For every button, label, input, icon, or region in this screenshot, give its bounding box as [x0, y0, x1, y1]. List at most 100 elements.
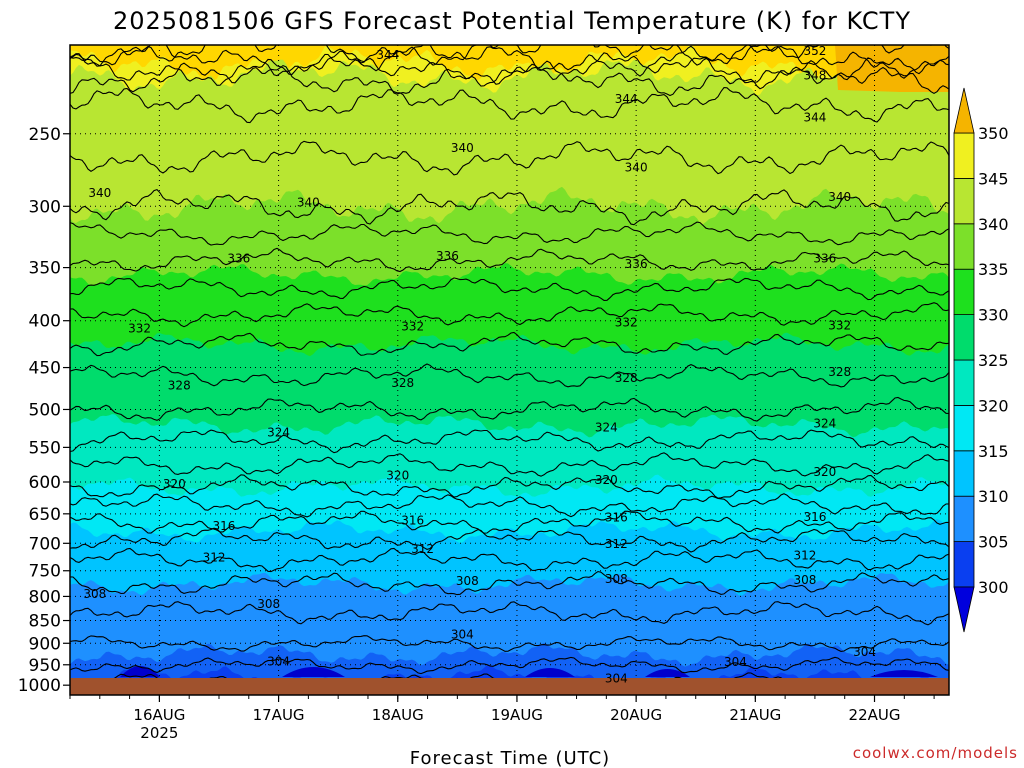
x-tick-label: 21AUG [729, 706, 781, 724]
contour-line [70, 140, 949, 176]
contour-label: 308 [605, 572, 628, 586]
contour-label: 304 [605, 671, 628, 685]
fill-band [870, 670, 938, 677]
contour-label: 308 [257, 597, 280, 611]
colorbar-tick-label: 320 [978, 396, 1009, 415]
contour-line [70, 571, 949, 596]
contour-label: 348 [803, 69, 826, 83]
colorbar-segment [953, 268, 975, 316]
x-tick-year: 2025 [140, 724, 178, 742]
colorbar-tick-label: 340 [978, 215, 1009, 234]
contour-label: 304 [853, 645, 876, 659]
plot-frame [69, 44, 950, 696]
x-tick-label: 22AUG [849, 706, 901, 724]
contour-label: 320 [813, 465, 836, 479]
colorbar-tick-label: 315 [978, 442, 1009, 461]
contour-label: 328 [168, 379, 191, 393]
contour-line [70, 527, 949, 553]
colorbar-segment [953, 541, 975, 588]
contour-label: 320 [595, 473, 618, 487]
contour-label: 336 [813, 251, 836, 265]
contour-label: 316 [401, 514, 424, 528]
contour-line [70, 60, 949, 97]
contour-label: 328 [828, 365, 851, 379]
fill-band [645, 669, 690, 677]
contour-line [70, 493, 949, 518]
contour-label: 308 [456, 574, 479, 588]
x-tick-label: 17AUG [253, 706, 305, 724]
colorbar-segment [953, 359, 975, 406]
colorbar-segment [953, 450, 975, 497]
contour-line [70, 547, 949, 573]
contour-line [70, 221, 949, 246]
contour-label: 324 [267, 426, 290, 440]
y-tick-label: 300 [29, 197, 61, 217]
contour-label: 352 [803, 44, 826, 58]
x-axis-label: Forecast Time (UTC) [410, 748, 610, 768]
contour-label: 332 [615, 316, 638, 330]
contour-label: 312 [794, 549, 817, 563]
contour-line [70, 50, 949, 87]
contour-label: 344 [376, 48, 399, 62]
theta-color-fill [70, 45, 949, 695]
contour-label: 304 [724, 655, 747, 669]
grid-lines [70, 45, 949, 695]
contour-line [70, 510, 949, 534]
contour-label: 308 [794, 573, 817, 587]
colorbar-segment [953, 495, 975, 543]
colorbar-segment [953, 132, 975, 179]
x-tick-label: 16AUG [133, 706, 185, 724]
contour-line [70, 302, 949, 328]
contour-line [70, 452, 949, 477]
contour-line [70, 635, 949, 652]
y-tick-label: 500 [29, 400, 61, 420]
y-tick-label: 850 [29, 612, 61, 632]
contour-label: 324 [813, 417, 836, 431]
contour-label: 328 [615, 371, 638, 385]
fill-band [525, 668, 575, 677]
contour-line [70, 87, 949, 124]
y-tick-label: 750 [29, 562, 61, 582]
contour-label: 312 [411, 542, 434, 556]
colorbar-tick-label: 310 [978, 487, 1009, 506]
contour-line [70, 396, 949, 422]
contour-label: 332 [401, 320, 424, 334]
colorbar-extend-low [953, 586, 975, 633]
contour-label: 336 [227, 251, 250, 265]
contour-label: 320 [163, 477, 186, 491]
colorbar-tick-label: 305 [978, 533, 1009, 552]
contour-label: 316 [803, 510, 826, 524]
x-tick-label: 18AUG [372, 706, 424, 724]
contour-line [70, 601, 949, 626]
y-tick-label: 1000 [18, 676, 61, 696]
y-tick-label: 400 [29, 312, 61, 332]
contour-label: 308 [83, 587, 106, 601]
contour-label: 312 [605, 537, 628, 551]
x-tick-label: 20AUG [610, 706, 662, 724]
colorbar-segment [953, 223, 975, 270]
colorbar-segment [953, 177, 975, 225]
y-tick-label: 800 [29, 587, 61, 607]
contour-label: 316 [212, 519, 235, 533]
contour-line [70, 188, 949, 226]
contour-label: 320 [386, 468, 409, 482]
contour-label: 316 [605, 510, 628, 524]
colorbar-segment [953, 314, 975, 361]
y-tick-label: 900 [29, 634, 61, 654]
contour-line [70, 656, 949, 675]
contour-label: 340 [625, 160, 648, 174]
y-tick-label: 650 [29, 505, 61, 525]
y-tick-label: 950 [29, 656, 61, 676]
contour-label: 344 [803, 111, 826, 125]
x-tick-label: 19AUG [491, 706, 543, 724]
contour-label: 324 [595, 420, 618, 434]
contour-line [70, 429, 949, 454]
ground-strip [70, 678, 949, 695]
contour-label: 312 [203, 550, 226, 564]
colorbar-tick-label: 345 [978, 169, 1009, 188]
contour-line [70, 331, 949, 357]
y-tick-label: 550 [29, 438, 61, 458]
contour-label: 336 [625, 257, 648, 271]
